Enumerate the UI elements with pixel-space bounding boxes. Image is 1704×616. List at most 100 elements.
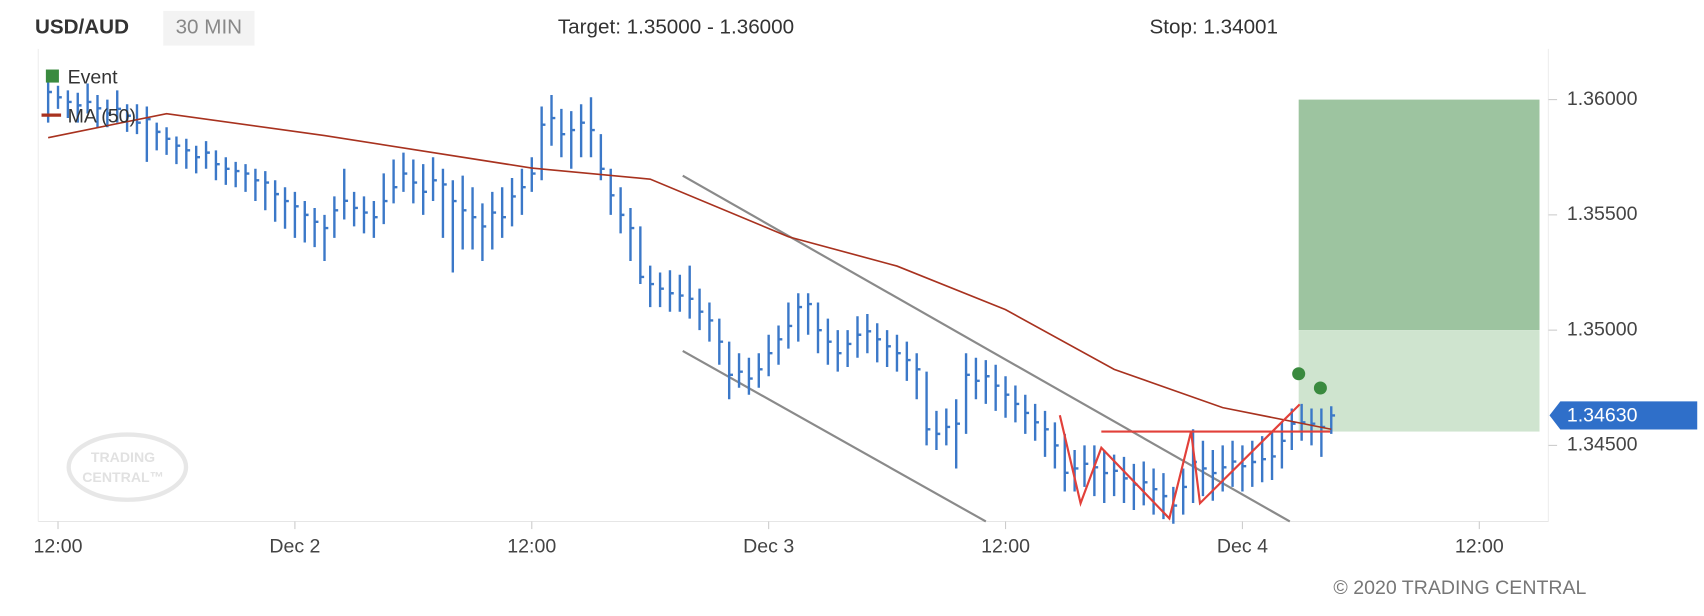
ohlc-bar bbox=[619, 187, 625, 234]
ohlc-bar bbox=[826, 318, 832, 365]
ohlc-bar bbox=[283, 187, 289, 229]
ohlc-bar bbox=[1073, 450, 1079, 492]
ohlc-bar bbox=[876, 323, 882, 363]
ohlc-bar bbox=[214, 150, 220, 181]
ohlc-bar bbox=[1132, 463, 1138, 510]
ohlc-bar bbox=[629, 207, 635, 261]
ohlc-bar bbox=[609, 168, 615, 215]
x-tick-label: Dec 2 bbox=[269, 536, 320, 558]
x-tick-label: Dec 4 bbox=[1217, 536, 1268, 558]
ohlc-bar bbox=[491, 191, 497, 250]
ohlc-bar bbox=[639, 226, 645, 285]
stop: Stop: 1.34001 bbox=[1150, 16, 1278, 39]
ohlc-bar bbox=[688, 265, 694, 319]
legend-label: MA (50) bbox=[68, 106, 136, 128]
ohlc-bar bbox=[560, 108, 566, 158]
ohlc-bar bbox=[264, 171, 270, 211]
event-dot bbox=[1292, 367, 1306, 381]
ohlc-bar bbox=[954, 399, 960, 469]
ohlc-bar bbox=[372, 201, 378, 238]
ohlc-bar bbox=[915, 353, 921, 400]
channel-line bbox=[682, 174, 1291, 523]
ohlc-bar bbox=[579, 104, 585, 158]
ohlc-bar bbox=[1014, 385, 1020, 423]
ohlc-bar bbox=[589, 97, 595, 158]
ohlc-bar bbox=[323, 214, 329, 261]
ohlc-bar bbox=[254, 168, 260, 202]
watermark-text: TRADING bbox=[91, 449, 155, 465]
ohlc-bar bbox=[1053, 422, 1059, 469]
ohlc-bar bbox=[412, 159, 418, 204]
ohlc-bar bbox=[649, 265, 655, 308]
ohlc-bar bbox=[1270, 431, 1276, 480]
ohlc-bar bbox=[1004, 376, 1010, 418]
ohlc-bar bbox=[994, 364, 1000, 411]
ohlc-bar bbox=[145, 106, 151, 162]
ohlc-bar bbox=[234, 161, 240, 188]
ohlc-bar bbox=[293, 191, 299, 238]
watermark: TRADING CENTRAL™ bbox=[66, 432, 189, 502]
ohlc-bar bbox=[925, 371, 931, 446]
ohlc-bar bbox=[303, 201, 309, 243]
ohlc-bar bbox=[540, 106, 546, 181]
moving-average bbox=[47, 112, 1332, 431]
event-dot bbox=[1313, 381, 1327, 395]
ohlc-bar bbox=[1310, 408, 1316, 446]
ohlc-bar bbox=[1201, 440, 1207, 497]
target-zone bbox=[1298, 330, 1540, 432]
ohlc-bar bbox=[1231, 440, 1237, 487]
ohlc-bar bbox=[362, 196, 368, 234]
ohlc-bar bbox=[56, 85, 62, 109]
ohlc-bar bbox=[481, 203, 487, 261]
ohlc-bar bbox=[1260, 436, 1266, 483]
ohlc-bar bbox=[333, 196, 339, 238]
ohlc-bar bbox=[668, 270, 674, 312]
ohlc-bar bbox=[570, 111, 576, 169]
ohlc-bar bbox=[984, 360, 990, 404]
ohlc-bar bbox=[520, 168, 526, 215]
watermark-ring bbox=[66, 432, 189, 502]
ohlc-bar bbox=[1063, 433, 1069, 492]
watermark-text: CENTRAL™ bbox=[82, 469, 164, 485]
ohlc-bar bbox=[747, 357, 753, 395]
bars bbox=[46, 76, 1336, 524]
channel-line bbox=[682, 349, 987, 523]
ohlc-bar bbox=[1241, 445, 1247, 492]
ohlc-bar bbox=[678, 274, 684, 312]
ohlc-bar bbox=[1103, 450, 1109, 504]
x-tick-label: Dec 3 bbox=[743, 536, 794, 558]
ohlc-bar bbox=[708, 302, 714, 342]
ohlc-bar bbox=[885, 330, 891, 368]
ohlc-bar bbox=[945, 408, 951, 446]
y-tick-label: 1.34500 bbox=[1567, 434, 1638, 456]
ohlc-bar bbox=[1024, 394, 1030, 434]
x-tick-label: 12:00 bbox=[34, 536, 83, 558]
ohlc-bar bbox=[461, 175, 467, 250]
ohlc-bar bbox=[155, 122, 161, 151]
ohlc-bar bbox=[125, 104, 131, 132]
ohlc-bar bbox=[422, 164, 428, 215]
legend-label: Event bbox=[68, 66, 119, 88]
ohlc-bar bbox=[273, 180, 279, 222]
ohlc-bar bbox=[204, 141, 210, 169]
target: Target: 1.35000 - 1.36000 bbox=[558, 16, 794, 39]
ohlc-bar bbox=[767, 334, 773, 377]
ohlc-bar bbox=[66, 90, 72, 119]
ohlc-bar bbox=[431, 157, 437, 202]
ohlc-bar bbox=[787, 302, 793, 349]
y-tick-label: 1.35500 bbox=[1567, 203, 1638, 225]
interval: 30 MIN bbox=[176, 16, 242, 39]
ohlc-bar bbox=[727, 341, 733, 400]
symbol: USD/AUD bbox=[35, 16, 129, 39]
interval-box bbox=[163, 10, 255, 46]
ohlc-bar bbox=[1182, 468, 1188, 515]
pattern-line bbox=[1058, 403, 1301, 521]
ohlc-bar bbox=[244, 164, 250, 192]
ohlc-bar bbox=[964, 353, 970, 434]
ohlc-bar bbox=[698, 288, 704, 331]
ohlc-bar bbox=[1033, 403, 1039, 441]
ohlc-bar bbox=[96, 94, 102, 128]
ohlc-bar bbox=[1290, 408, 1296, 451]
ohlc-bar bbox=[777, 325, 783, 365]
